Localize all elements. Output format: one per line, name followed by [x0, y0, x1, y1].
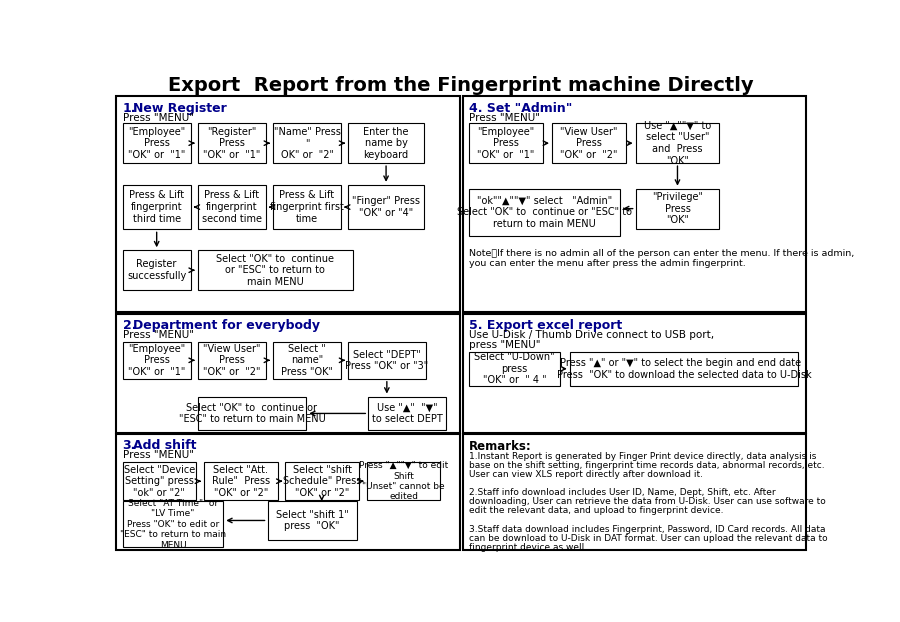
- Text: Press & Lift
fingerprint
third time: Press & Lift fingerprint third time: [129, 190, 184, 224]
- Bar: [570, 352, 798, 386]
- Text: Press "▲" or "▼" to select the begin and end date ,
Press  "OK" to download the : Press "▲" or "▼" to select the begin and…: [557, 358, 812, 379]
- Bar: [348, 123, 424, 163]
- Bar: [469, 352, 561, 386]
- Text: Press "MENU": Press "MENU": [122, 113, 194, 123]
- Text: 1.Instant Report is generated by Finger Print device directly, data analysis is: 1.Instant Report is generated by Finger …: [469, 452, 816, 461]
- Text: Select "shift 1"
press  "OK": Select "shift 1" press "OK": [275, 509, 348, 531]
- Text: "Employee"
Press
"OK" or  "1": "Employee" Press "OK" or "1": [128, 344, 185, 377]
- Text: can be download to U-Disk in DAT format. User can upload the relevant data to: can be download to U-Disk in DAT format.…: [469, 534, 828, 543]
- Text: Press & Lift
fingerprint
second time: Press & Lift fingerprint second time: [202, 190, 262, 224]
- Text: Remarks:: Remarks:: [469, 440, 532, 453]
- Text: Select "OK" to  continue or
"ESC" to return to main MENU: Select "OK" to continue or "ESC" to retu…: [178, 402, 326, 424]
- Text: Select "shift
Schedule" Press
"OK" or "2": Select "shift Schedule" Press "OK" or "2…: [283, 465, 361, 498]
- Text: "Register"
Press
"OK" or  "1": "Register" Press "OK" or "1": [203, 126, 260, 160]
- Text: downloading, User can retrieve the data from U-Disk. User can use software to: downloading, User can retrieve the data …: [469, 498, 826, 506]
- Bar: [463, 434, 806, 550]
- Text: you can enter the menu after press the admin fingerprint.: you can enter the menu after press the a…: [469, 259, 746, 267]
- Text: Export  Report from the Fingerprint machine Directly: Export Report from the Fingerprint machi…: [168, 76, 754, 95]
- Text: Select "Att.
Rule"  Press
"OK" or "2": Select "Att. Rule" Press "OK" or "2": [212, 465, 270, 498]
- Text: Register
successfully: Register successfully: [127, 259, 186, 281]
- Text: Press "MENU": Press "MENU": [122, 450, 194, 460]
- Text: Use "▲""▼" to
select "User"
and  Press
"OK": Use "▲""▼" to select "User" and Press "O…: [644, 121, 711, 165]
- Bar: [469, 123, 543, 163]
- Text: Note：If there is no admin all of the person can enter the menu. If there is admi: Note：If there is no admin all of the per…: [469, 249, 854, 258]
- Bar: [122, 250, 191, 290]
- Text: New Register: New Register: [132, 101, 227, 114]
- Text: Press & Lift
fingerprint first
time: Press & Lift fingerprint first time: [270, 190, 344, 224]
- Bar: [198, 185, 266, 230]
- Text: Select "OK" to  continue
or "ESC" to return to
main MENU: Select "OK" to continue or "ESC" to retu…: [216, 254, 334, 287]
- Bar: [635, 188, 719, 229]
- Text: Select "DEPT"
Press "OK" or "3": Select "DEPT" Press "OK" or "3": [346, 350, 428, 371]
- Text: Select "AT Time"  or
"LV Time"
Press "OK" to edit or
"ESC" to return to main
MEN: Select "AT Time" or "LV Time" Press "OK"…: [120, 499, 226, 550]
- Text: Select "Device
Setting" press
"ok" or "2": Select "Device Setting" press "ok" or "2…: [124, 465, 195, 498]
- Bar: [273, 185, 341, 230]
- Bar: [463, 96, 806, 312]
- Bar: [204, 462, 277, 501]
- Text: Press "MENU": Press "MENU": [122, 330, 194, 340]
- Bar: [116, 434, 460, 550]
- Text: 3.Staff data download includes Fingerprint, Password, ID Card records. All data: 3.Staff data download includes Fingerpri…: [469, 524, 825, 534]
- Text: Add shift: Add shift: [132, 439, 196, 452]
- Text: Select "U-Down"
press
"OK" or  " 4 ": Select "U-Down" press "OK" or " 4 ": [474, 352, 555, 386]
- Text: "Finger" Press
"OK" or "4": "Finger" Press "OK" or "4": [352, 197, 420, 218]
- Bar: [267, 501, 356, 540]
- Bar: [463, 314, 806, 433]
- Bar: [122, 462, 196, 501]
- Bar: [198, 250, 353, 290]
- Bar: [348, 185, 424, 230]
- Text: Use U-Disk / Thumb Drive connect to USB port,: Use U-Disk / Thumb Drive connect to USB …: [469, 330, 714, 340]
- Bar: [348, 342, 426, 379]
- Bar: [122, 501, 223, 547]
- Bar: [552, 123, 626, 163]
- Bar: [285, 462, 359, 501]
- Text: press "MENU": press "MENU": [469, 340, 541, 350]
- Text: edit the relevant data, and upload to fingerprint device.: edit the relevant data, and upload to fi…: [469, 506, 724, 516]
- Text: "ok""▲""▼" select   "Admin"
Select "OK" to  continue or "ESC" to
return to main : "ok""▲""▼" select "Admin" Select "OK" to…: [457, 196, 632, 229]
- Bar: [198, 342, 266, 379]
- Text: 1.: 1.: [122, 101, 136, 114]
- Bar: [116, 96, 460, 312]
- Text: "Name" Press
"
OK" or  "2": "Name" Press " OK" or "2": [274, 126, 340, 160]
- Text: fingerprint device as well.: fingerprint device as well.: [469, 543, 587, 552]
- Text: base on the shift setting, fingerprint time records data, abnormal records, etc.: base on the shift setting, fingerprint t…: [469, 461, 824, 470]
- Text: "Employee"
Press
"OK" or  "1": "Employee" Press "OK" or "1": [128, 126, 185, 160]
- Bar: [198, 123, 266, 163]
- Bar: [635, 123, 719, 163]
- Text: 3.: 3.: [122, 439, 136, 452]
- Bar: [273, 123, 341, 163]
- Bar: [198, 396, 306, 430]
- Bar: [469, 188, 620, 236]
- Text: Press "▲""▼" to edit
Shift
"Unset" cannot be
edited: Press "▲""▼" to edit Shift "Unset" canno…: [359, 461, 448, 501]
- Text: Select "
name"
Press "OK": Select " name" Press "OK": [281, 344, 333, 377]
- Text: 5. Export excel report: 5. Export excel report: [469, 318, 622, 332]
- Text: Department for everybody: Department for everybody: [132, 318, 320, 332]
- Text: "View User"
Press
"OK" or  "2": "View User" Press "OK" or "2": [203, 344, 261, 377]
- Text: Enter the
name by
keyboard: Enter the name by keyboard: [364, 126, 409, 160]
- Bar: [366, 462, 440, 501]
- Text: 2.: 2.: [122, 318, 136, 332]
- Text: "Employee"
Press
"OK" or  "1": "Employee" Press "OK" or "1": [477, 126, 535, 160]
- Text: "View User"
Press
"OK" or  "2": "View User" Press "OK" or "2": [560, 126, 617, 160]
- Text: Press "MENU": Press "MENU": [469, 113, 540, 123]
- Bar: [273, 342, 341, 379]
- Bar: [122, 342, 191, 379]
- Text: 4. Set "Admin": 4. Set "Admin": [469, 101, 572, 114]
- Text: 2.Staff info download includes User ID, Name, Dept, Shift, etc. After: 2.Staff info download includes User ID, …: [469, 488, 776, 497]
- Text: "Privilege"
Press
"OK": "Privilege" Press "OK": [652, 192, 703, 225]
- Text: Use "▲"  "▼"
to select DEPT: Use "▲" "▼" to select DEPT: [372, 402, 443, 424]
- Bar: [368, 396, 446, 430]
- Bar: [122, 123, 191, 163]
- Bar: [122, 185, 191, 230]
- Text: User can view XLS report directly after download it.: User can view XLS report directly after …: [469, 470, 703, 479]
- Bar: [116, 314, 460, 433]
